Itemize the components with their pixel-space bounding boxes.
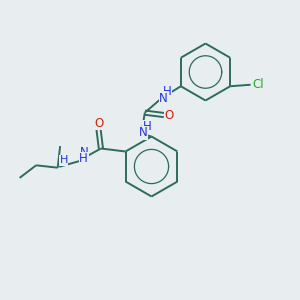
Text: Cl: Cl <box>252 78 264 91</box>
Text: H: H <box>79 152 88 165</box>
Text: H: H <box>163 85 172 98</box>
Text: H: H <box>59 155 68 165</box>
Text: N: N <box>80 146 88 159</box>
Text: O: O <box>94 117 103 130</box>
Text: N: N <box>159 92 168 105</box>
Text: H: H <box>143 120 152 133</box>
Text: O: O <box>165 109 174 122</box>
Text: N: N <box>139 126 148 139</box>
